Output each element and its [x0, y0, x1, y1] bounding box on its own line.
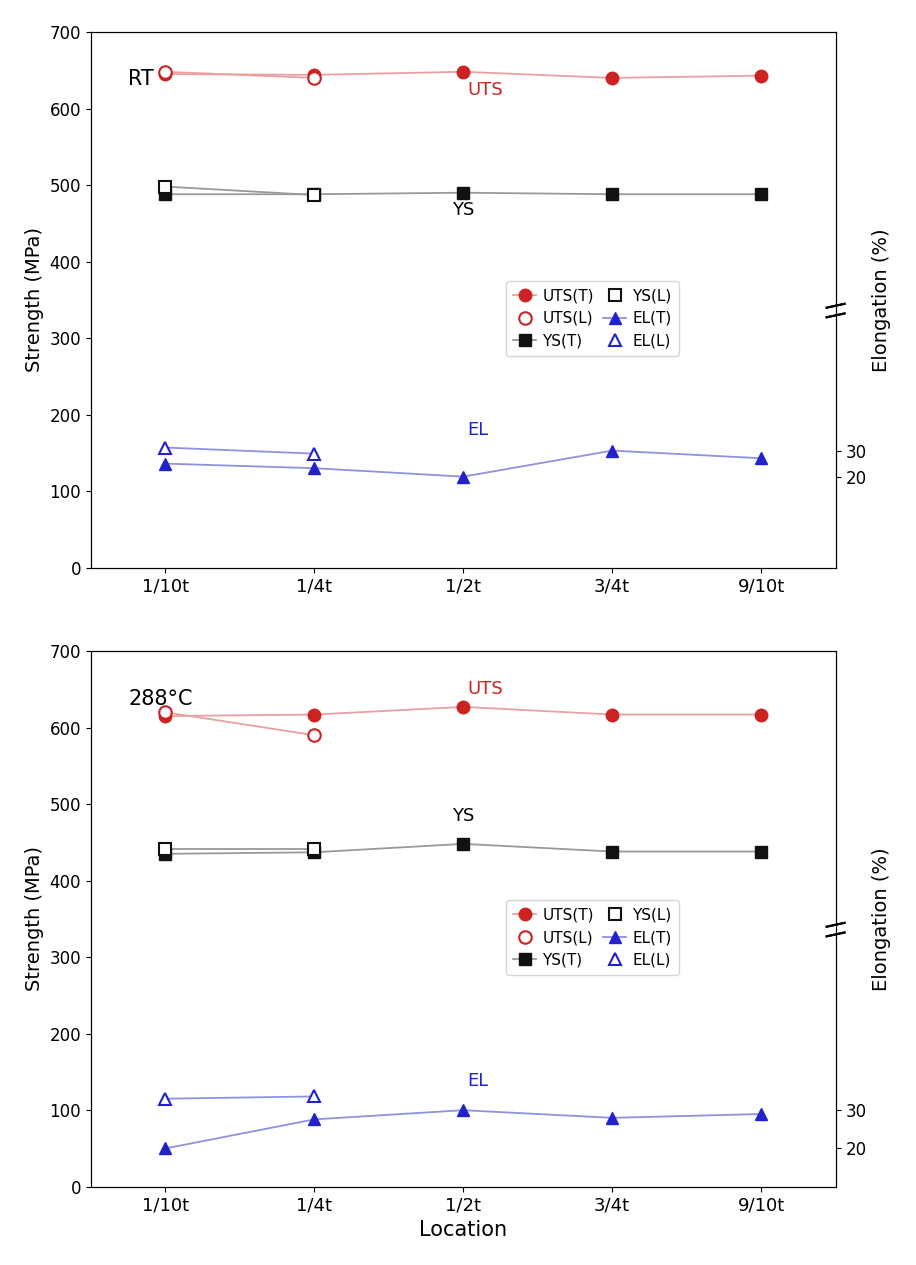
Y-axis label: Strength (MPa): Strength (MPa) [25, 228, 44, 372]
Text: EL: EL [467, 1073, 489, 1090]
Y-axis label: Elongation (%): Elongation (%) [872, 848, 891, 990]
Text: YS: YS [453, 807, 474, 825]
Text: 288°C: 288°C [128, 688, 192, 708]
Legend: UTS(T), UTS(L), YS(T), YS(L), EL(T), EL(L): UTS(T), UTS(L), YS(T), YS(L), EL(T), EL(… [506, 281, 679, 357]
Y-axis label: Strength (MPa): Strength (MPa) [25, 846, 44, 992]
Text: RT: RT [128, 70, 154, 90]
Text: EL: EL [467, 420, 489, 439]
Legend: UTS(T), UTS(L), YS(T), YS(L), EL(T), EL(L): UTS(T), UTS(L), YS(T), YS(L), EL(T), EL(… [506, 899, 679, 975]
Text: YS: YS [453, 201, 474, 219]
Text: UTS: UTS [468, 81, 504, 99]
Y-axis label: Elongation (%): Elongation (%) [872, 228, 891, 372]
Text: UTS: UTS [468, 679, 504, 698]
X-axis label: Location: Location [420, 1219, 507, 1240]
